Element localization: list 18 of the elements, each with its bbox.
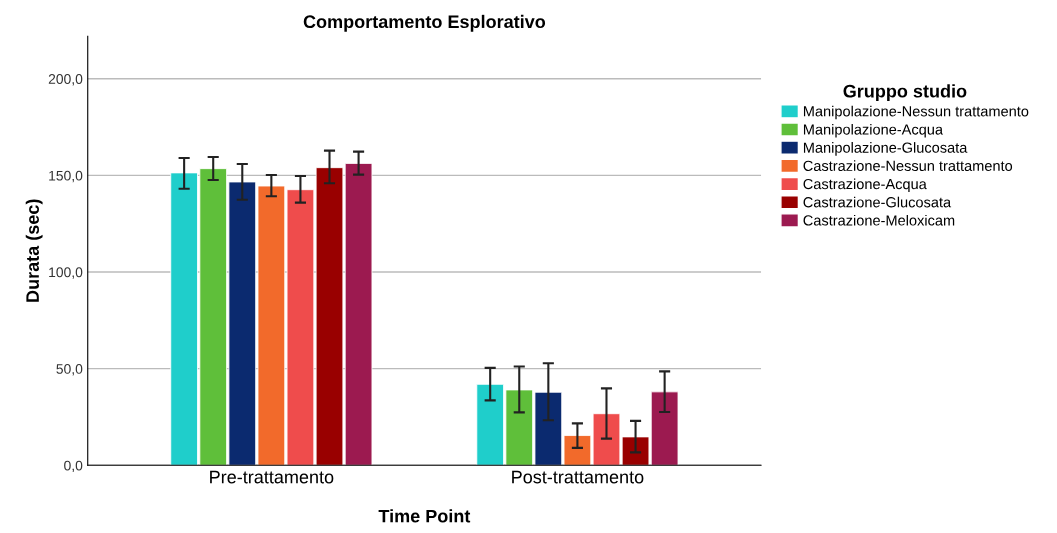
legend-label: Castrazione-Nessun trattamento	[803, 160, 1013, 172]
legend-label: Castrazione-Meloxicam	[803, 214, 955, 226]
chart-title: Comportamento Esplorativo	[303, 14, 546, 32]
legend-label: Manipolazione-Acqua	[803, 123, 944, 138]
legend-label: Manipolazione-Glucosata	[803, 142, 968, 156]
y-tick-label: 50,0	[56, 364, 83, 376]
legend-label: Castrazione-Glucosata	[803, 196, 952, 208]
y-tick-label: 100,0	[49, 267, 83, 279]
y-tick-label: 200,0	[48, 74, 83, 86]
y-tick-label: 150,0	[49, 170, 83, 183]
legend-label: Castrazione-Acqua	[803, 178, 927, 193]
y-axis-title: Durata (sec)	[25, 199, 43, 302]
x-tick-label: Pre-trattamento	[210, 470, 334, 484]
y-tick-label: 0,0	[64, 460, 83, 473]
x-axis-title: Time Point	[378, 509, 471, 523]
legend-title: Gruppo studio	[843, 84, 967, 102]
legend-label: Manipolazione-Nessun trattamento	[803, 105, 1029, 120]
x-tick-label: Post-trattamento	[512, 470, 644, 484]
